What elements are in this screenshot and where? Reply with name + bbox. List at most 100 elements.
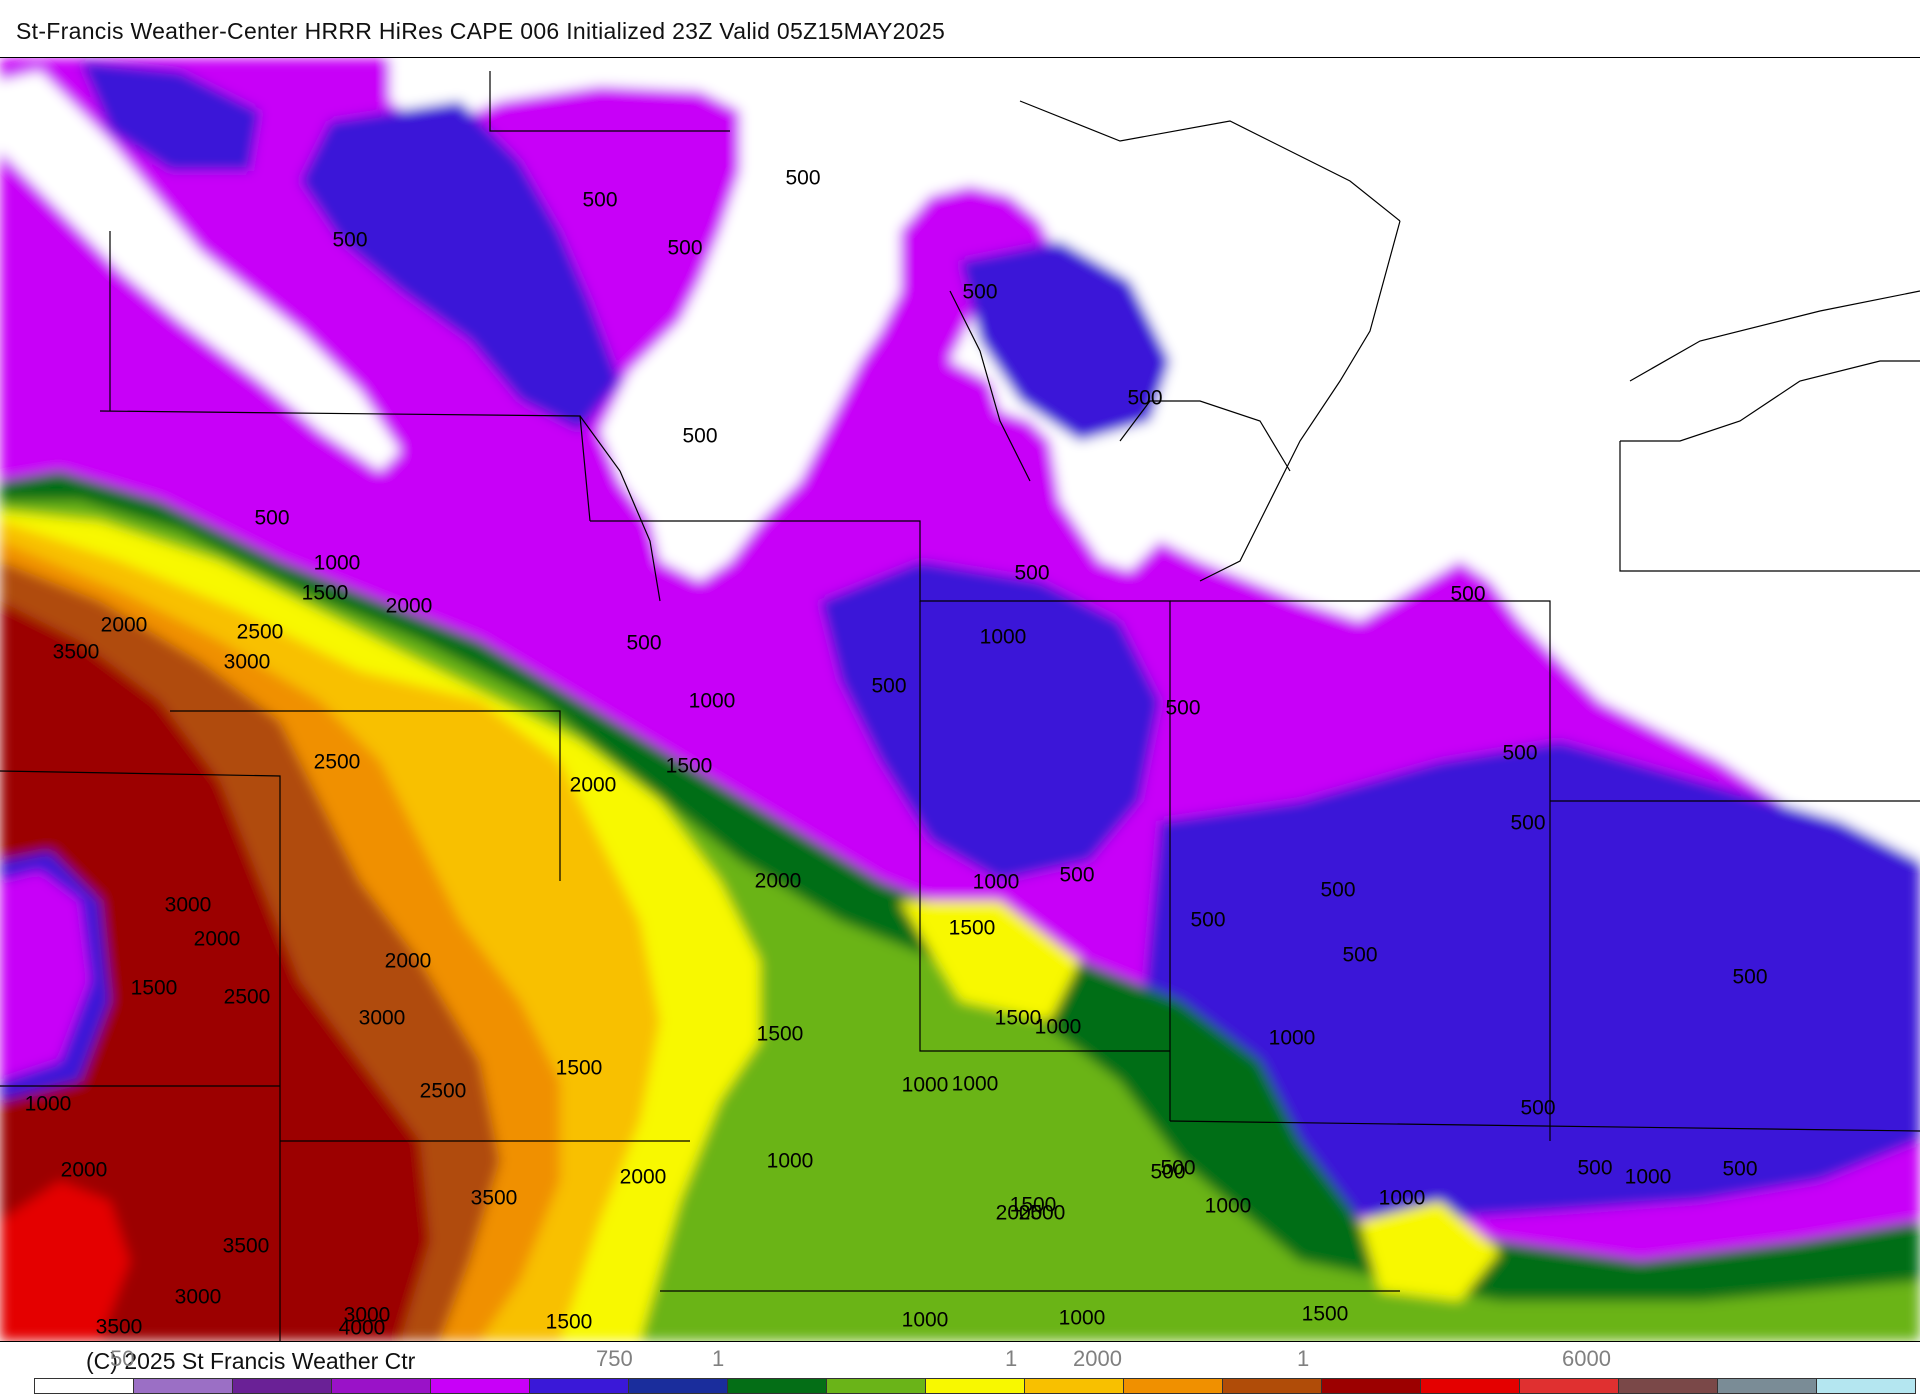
colorbar-tick-label: 750 bbox=[596, 1346, 633, 1371]
contour-label: 3500 bbox=[471, 1187, 518, 1210]
colorbar-segment bbox=[1619, 1379, 1718, 1393]
contour-label: 1000 bbox=[980, 626, 1027, 649]
contour-label: 500 bbox=[785, 167, 820, 190]
contour-label: 500 bbox=[626, 632, 661, 655]
contour-label: 500 bbox=[1165, 697, 1200, 720]
colorbar-tick-label: 50 bbox=[110, 1346, 135, 1371]
colorbar-segment bbox=[1421, 1379, 1520, 1393]
colorbar-segment bbox=[1223, 1379, 1322, 1393]
contour-label: 500 bbox=[1520, 1097, 1555, 1120]
contour-label: 500 bbox=[1510, 812, 1545, 835]
contour-label: 1000 bbox=[314, 552, 361, 575]
contour-label: 1000 bbox=[1059, 1307, 1106, 1330]
contour-label: 2000 bbox=[61, 1159, 108, 1182]
contour-label: 3500 bbox=[53, 641, 100, 664]
cape-blue-north-3 bbox=[960, 241, 1170, 441]
colorbar-segment bbox=[332, 1379, 431, 1393]
cape-west-strip-blue bbox=[0, 851, 110, 1101]
contour-label: 500 bbox=[582, 189, 617, 212]
contour-label: 1000 bbox=[902, 1309, 949, 1332]
contour-label: 500 bbox=[1059, 864, 1094, 887]
contour-label: 500 bbox=[871, 675, 906, 698]
contour-label: 4000 bbox=[339, 1317, 386, 1340]
contour-label: 2000 bbox=[386, 595, 433, 618]
cape-blue-north-1 bbox=[300, 101, 620, 431]
contour-label: 500 bbox=[1150, 1161, 1185, 1184]
contour-label: 1500 bbox=[1010, 1194, 1057, 1217]
contour-label: 2000 bbox=[385, 950, 432, 973]
contour-label: 1500 bbox=[757, 1023, 804, 1046]
contour-label: 500 bbox=[962, 281, 997, 304]
cape-blue-north-2 bbox=[80, 61, 260, 171]
contour-label: 500 bbox=[1502, 742, 1537, 765]
contour-label: 1000 bbox=[973, 871, 1020, 894]
contour-label: 1500 bbox=[949, 917, 996, 940]
colorbar-segment bbox=[1025, 1379, 1124, 1393]
contour-label: 2500 bbox=[314, 751, 361, 774]
cape-darkred-region bbox=[0, 601, 430, 1341]
colorbar bbox=[34, 1378, 1916, 1394]
colorbar-tick-label: 2000 bbox=[1073, 1346, 1122, 1371]
contour-label: 500 bbox=[1577, 1157, 1612, 1180]
cape-west-strip bbox=[0, 871, 90, 1081]
contour-label: 2000 bbox=[755, 870, 802, 893]
contour-label: 1000 bbox=[689, 690, 736, 713]
contour-label: 500 bbox=[1160, 1157, 1195, 1180]
contour-label: 500 bbox=[1320, 879, 1355, 902]
contour-label: 2500 bbox=[224, 986, 271, 1009]
contour-label: 500 bbox=[332, 229, 367, 252]
contour-label: 3000 bbox=[224, 651, 271, 674]
contour-label: 3000 bbox=[344, 1304, 391, 1327]
contour-label: 2000 bbox=[570, 774, 617, 797]
cape-blue-center bbox=[820, 561, 1160, 881]
contour-label: 1000 bbox=[1379, 1187, 1426, 1210]
colorbar-segment bbox=[134, 1379, 233, 1393]
contour-label: 1000 bbox=[25, 1093, 72, 1116]
colorbar-segment bbox=[1322, 1379, 1421, 1393]
colorbar-segment bbox=[629, 1379, 728, 1393]
contour-label: 2000 bbox=[101, 614, 148, 637]
cape-yellow-east-1 bbox=[900, 901, 1080, 1021]
contour-label: 3000 bbox=[165, 894, 212, 917]
contour-label: 1500 bbox=[556, 1057, 603, 1080]
cape-blue-east bbox=[1140, 741, 1920, 1221]
copyright-text: (C) 2025 St Francis Weather Ctr bbox=[86, 1348, 416, 1374]
contour-label: 2500 bbox=[420, 1080, 467, 1103]
contour-labels: 500 500 500 500 500 500 500 500 500 500 500 500 500 5… bbox=[25, 167, 1768, 1340]
contour-label: 1000 bbox=[1625, 1166, 1672, 1189]
contour-label: 3500 bbox=[223, 1235, 270, 1258]
contour-label: 1500 bbox=[546, 1311, 593, 1334]
contour-label: 500 bbox=[1722, 1158, 1757, 1181]
contour-label: 1500 bbox=[131, 977, 178, 1000]
contour-label: 500 bbox=[1450, 583, 1485, 606]
contour-label: 1500 bbox=[995, 1007, 1042, 1030]
colorbar-segment bbox=[1124, 1379, 1223, 1393]
colorbar-segment bbox=[728, 1379, 827, 1393]
contour-label: 500 bbox=[1014, 562, 1049, 585]
contour-label: 2000 bbox=[620, 1166, 667, 1189]
contour-label: 2500 bbox=[1019, 1202, 1066, 1225]
contour-label: 500 bbox=[1127, 387, 1162, 410]
colorbar-segment bbox=[35, 1379, 134, 1393]
contour-label: 1000 bbox=[1035, 1016, 1082, 1039]
colorbar-segment bbox=[431, 1379, 530, 1393]
colorbar-tick-label: 1 bbox=[1005, 1346, 1018, 1371]
colorbar-segment bbox=[1718, 1379, 1817, 1393]
contour-label: 1500 bbox=[302, 582, 349, 605]
map-title: St-Francis Weather-Center HRRR HiRes CAP… bbox=[16, 18, 946, 44]
contour-label: 1000 bbox=[1205, 1195, 1252, 1218]
contour-label: 1500 bbox=[666, 755, 713, 778]
contour-label: 3000 bbox=[359, 1007, 406, 1030]
colorbar-segment bbox=[1520, 1379, 1619, 1393]
contour-label: 2500 bbox=[237, 621, 284, 644]
cape-zero-region bbox=[390, 58, 1920, 871]
cape-zero-streak bbox=[0, 71, 400, 471]
colorbar-segment bbox=[827, 1379, 926, 1393]
colorbar-segment bbox=[926, 1379, 1025, 1393]
contour-label: 500 bbox=[1342, 944, 1377, 967]
contour-label: 3000 bbox=[175, 1286, 222, 1309]
contour-label: 1000 bbox=[952, 1073, 999, 1096]
colorbar-tick-label: 6000 bbox=[1562, 1346, 1611, 1371]
contour-label: 500 bbox=[682, 425, 717, 448]
colorbar-tick-label: 1 bbox=[1297, 1346, 1310, 1371]
